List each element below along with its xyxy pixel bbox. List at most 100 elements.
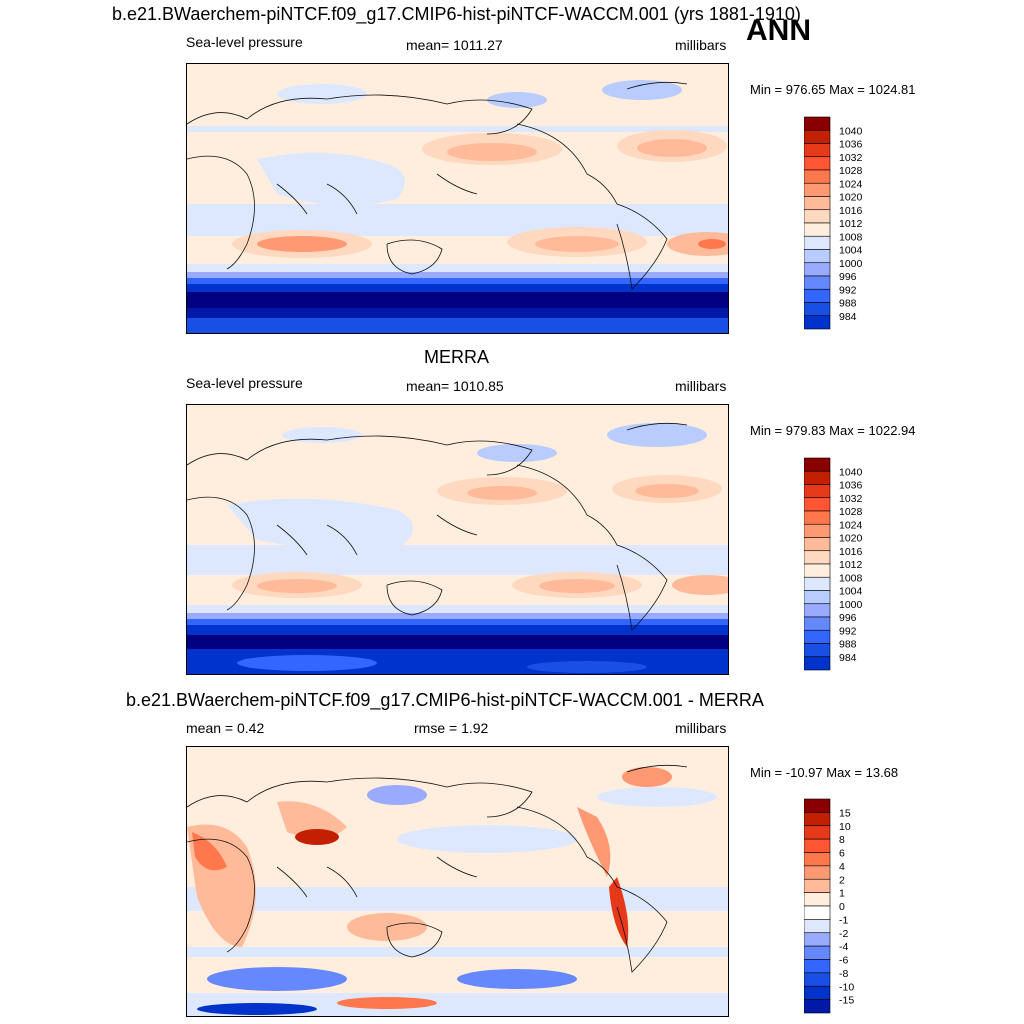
- colorbar-tick-label: 1020: [839, 533, 863, 545]
- colorbar-box: [803, 116, 831, 131]
- colorbar-tick-label: 1024: [839, 519, 863, 531]
- colorbar-tick-label: 1028: [839, 506, 863, 518]
- panel1-s-atlantic-high-core: [698, 239, 726, 249]
- colorbar-tick-label: 1004: [839, 245, 863, 257]
- colorbar-box: [803, 275, 831, 290]
- panel1-contour-svg: [187, 64, 728, 333]
- panel2-variable-label: Sea-level pressure: [186, 375, 303, 391]
- colorbar-box: [803, 315, 831, 330]
- colorbar-tick-label: 10: [839, 821, 851, 833]
- panel2-s-atlantic-high: [672, 575, 728, 595]
- colorbar-tick-label: 1012: [839, 218, 863, 230]
- colorbar-box: [803, 129, 831, 144]
- colorbar-box: [803, 169, 831, 184]
- panel2-icelandic-low: [607, 423, 707, 447]
- panel1-colorbar: 1040 1036 1032 1028 1024 1020 1016 1012 1008 1004…: [803, 116, 914, 335]
- panel2-map: [186, 404, 729, 675]
- season-label: ANN: [746, 14, 811, 47]
- colorbar-tick-label: 988: [839, 298, 857, 310]
- panel2-so-band-2: [187, 613, 728, 619]
- panel1-so-band-1: [187, 264, 728, 272]
- colorbar-tick-label: 1040: [839, 466, 863, 478]
- panel3-atlantic-neg: [597, 787, 717, 807]
- panel2-range-label: Min = 979.83 Max = 1022.94: [750, 423, 916, 438]
- panel3-subtitle: b.e21.BWaerchem-piNTCF.f09_g17.CMIP6-his…: [126, 690, 764, 710]
- panel1-so-band-2: [187, 272, 728, 278]
- colorbar-box: [803, 852, 831, 867]
- panel1-variable-label: Sea-level pressure: [186, 34, 303, 50]
- colorbar-tick-label: 1004: [839, 586, 863, 598]
- panel2-antarctic-patch-2: [527, 661, 647, 673]
- colorbar-box: [803, 603, 831, 618]
- panel2-aleutian-low: [477, 444, 557, 462]
- panel2-mean-label: mean= 1010.85: [406, 378, 504, 394]
- panel1-azores-high-core: [637, 139, 707, 157]
- colorbar-box: [803, 838, 831, 853]
- panel3-map: [186, 746, 729, 1017]
- panel1-eurasia-low: [277, 84, 367, 104]
- panel1-band-mid-lat: [187, 126, 728, 132]
- panel3-asia-pos: [277, 801, 347, 839]
- panel3-sahara-pos: [192, 832, 227, 871]
- colorbar-box: [803, 262, 831, 277]
- panel1-so-band-4: [187, 284, 728, 292]
- panel3-tropical-neg: [187, 887, 728, 911]
- colorbar-tick-label: 984: [839, 652, 857, 664]
- panel2-so-band-3: [187, 619, 728, 625]
- colorbar-tick-label: 1016: [839, 205, 863, 217]
- panel3-pacific-neg-band: [397, 825, 577, 853]
- colorbar-box: [803, 209, 831, 224]
- colorbar-box: [803, 985, 831, 1000]
- colorbar-tick-label: 1012: [839, 559, 863, 571]
- colorbar-box: [803, 959, 831, 974]
- colorbar-box: [803, 235, 831, 250]
- colorbar-box: [803, 523, 831, 538]
- colorbar-box: [803, 249, 831, 264]
- panel1-s-pacific-high-core: [535, 236, 619, 252]
- colorbar-box: [803, 222, 831, 237]
- colorbar-box: [803, 878, 831, 893]
- colorbar-tick-label: -15: [839, 995, 854, 1007]
- colorbar-tick-label: 984: [839, 311, 857, 323]
- colorbar-box: [803, 812, 831, 827]
- colorbar-box: [803, 182, 831, 197]
- panel2-subtitle: MERRA: [424, 347, 490, 367]
- panel3-rockies-pos: [577, 807, 611, 877]
- panel1-coastlines: [187, 81, 688, 290]
- figure-title: b.e21.BWaerchem-piNTCF.f09_g17.CMIP6-his…: [112, 4, 801, 24]
- panel2-antarctic-patch-1: [237, 655, 377, 671]
- panel1-so-band-5: [187, 292, 728, 308]
- colorbar-tick-label: 4: [839, 861, 845, 873]
- panel2-s-pacific-high-core: [539, 579, 615, 593]
- colorbar-box: [803, 643, 831, 658]
- colorbar-box: [803, 629, 831, 644]
- panel3-greenland-pos: [622, 767, 672, 787]
- panel3-so-neg-1: [187, 947, 728, 957]
- panel3-tibet-max: [295, 829, 339, 845]
- panel2-indian-high-core: [257, 579, 337, 593]
- panel3-antarctic-neg: [197, 1003, 317, 1015]
- panel2-eurasia-low: [282, 427, 362, 443]
- colorbar-box: [803, 563, 831, 578]
- colorbar-box: [803, 892, 831, 907]
- colorbar-box: [803, 550, 831, 565]
- panel3-so-neg-3: [457, 969, 577, 989]
- colorbar-tick-label: -1: [839, 914, 848, 926]
- panel2-azores-high-core: [635, 484, 699, 498]
- colorbar-box: [803, 288, 831, 303]
- colorbar-tick-label: 996: [839, 612, 857, 624]
- colorbar-box: [803, 156, 831, 171]
- panel3-contour-svg: [187, 747, 728, 1016]
- colorbar-tick-label: 1000: [839, 599, 863, 611]
- panel3-units-label: millibars: [675, 720, 727, 736]
- panel1-units-label: millibars: [675, 37, 727, 53]
- colorbar-tick-label: 988: [839, 639, 857, 651]
- colorbar-box: [803, 919, 831, 934]
- colorbar-tick-label: -10: [839, 981, 854, 993]
- colorbar-box: [803, 905, 831, 920]
- colorbar-box: [803, 537, 831, 552]
- colorbar-tick-label: -6: [839, 955, 848, 967]
- colorbar-tick-label: 992: [839, 625, 857, 637]
